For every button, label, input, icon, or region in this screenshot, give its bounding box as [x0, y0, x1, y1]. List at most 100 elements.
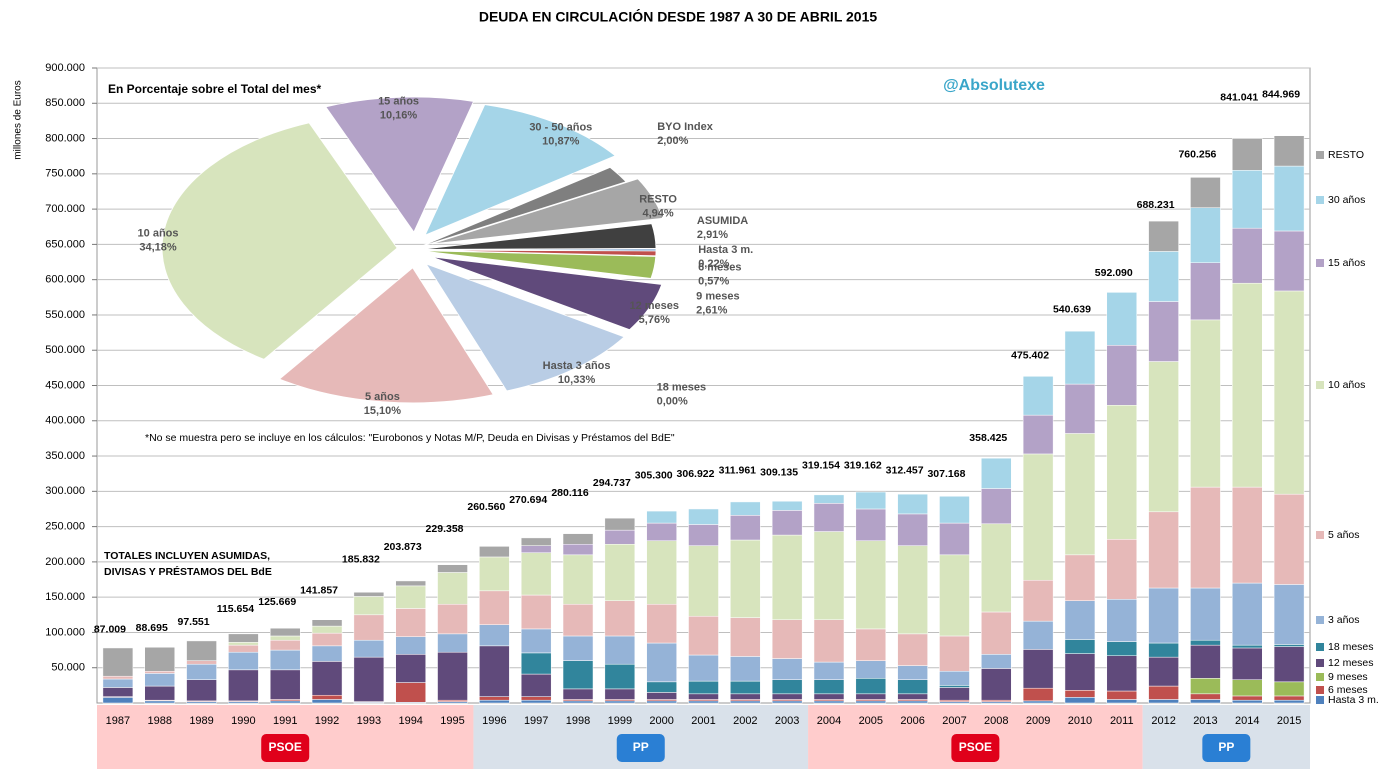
bar-segment: [144, 671, 175, 674]
bar-segment: [646, 700, 677, 704]
x-tick-label: 2009: [1026, 715, 1050, 727]
bar-segment: [1190, 177, 1221, 208]
bar-segment: [520, 652, 552, 675]
total-label: 319.162: [844, 460, 882, 472]
legend-swatch: [1316, 673, 1324, 681]
bar-segment: [1022, 414, 1054, 455]
pie-label: 10 años: [138, 228, 179, 240]
bar-segment: [1232, 282, 1263, 488]
bar-segment: [688, 524, 719, 546]
legend-label: 10 años: [1328, 379, 1365, 391]
bar-segment: [1148, 587, 1179, 644]
total-label: 280.116: [551, 487, 589, 499]
y-tick-label: 250.000: [45, 521, 85, 533]
bar-segment: [479, 696, 510, 701]
bar-segment: [562, 603, 594, 637]
x-tick-label: 2012: [1151, 715, 1175, 727]
bar-segment: [855, 491, 887, 510]
bar-segment: [939, 496, 970, 524]
y-tick-label: 100.000: [45, 626, 85, 638]
y-tick-label: 800.000: [45, 132, 85, 144]
pie-slice: [161, 122, 398, 360]
y-tick-label: 350.000: [45, 450, 85, 462]
total-label: 97.551: [178, 616, 210, 628]
bar-segment: [562, 660, 594, 690]
pie-slice: [425, 263, 625, 392]
bar-segment: [1022, 687, 1054, 702]
bar-segment: [897, 633, 928, 666]
total-label: 540.639: [1053, 303, 1091, 315]
pie-slice: [278, 267, 494, 404]
period-label: PSOE: [959, 740, 992, 754]
pie-label: 18 meses: [657, 381, 707, 393]
bar-segment: [855, 540, 887, 630]
bar-segment: [1273, 135, 1305, 167]
bar-segment: [562, 700, 594, 704]
bar-segment: [646, 692, 677, 700]
bar-segment: [102, 687, 134, 697]
bar-segment: [1106, 690, 1138, 700]
bar-segment: [1273, 165, 1305, 232]
pie-slice: [431, 178, 664, 245]
total-label: 115.654: [217, 603, 255, 615]
bar-segment: [102, 647, 134, 677]
bar-segment: [646, 642, 677, 683]
bar-segment: [479, 699, 510, 704]
total-label: 358.425: [969, 432, 1007, 444]
bar-segment: [1106, 641, 1138, 656]
bar-segment: [1190, 262, 1221, 321]
total-label: 294.737: [593, 477, 631, 489]
bar-segment: [730, 501, 761, 516]
legend-label: 6 meses: [1328, 684, 1368, 696]
x-tick-label: 2006: [900, 715, 924, 727]
bar-segment: [1232, 227, 1263, 284]
period-label: PP: [633, 740, 649, 754]
footnote: *No se muestra pero se incluye en los cá…: [145, 432, 675, 444]
watermark: @Absolutexe: [943, 77, 1045, 94]
bar-segment: [520, 673, 552, 697]
y-axis-label: millones de Euros: [13, 80, 24, 159]
bar-segment: [1064, 554, 1096, 601]
bar-segment: [981, 523, 1012, 613]
bar-segment: [771, 693, 803, 700]
legend-label: RESTO: [1328, 149, 1364, 161]
bar-segment: [1022, 620, 1054, 650]
bar-segment: [939, 671, 970, 686]
bar-segment: [562, 635, 594, 661]
bar-segment: [395, 585, 426, 609]
x-tick-label: 1999: [608, 715, 632, 727]
bar-segment: [1148, 220, 1179, 252]
bar-segment: [604, 635, 636, 665]
bar-segment: [520, 628, 552, 654]
bar-segment: [604, 529, 636, 545]
bar-segment: [1106, 655, 1138, 692]
bar-segment: [1232, 679, 1263, 697]
bar-segment: [1232, 699, 1263, 704]
bar-segment: [730, 680, 761, 695]
bar-segment: [1273, 699, 1305, 704]
bar-segment: [353, 596, 385, 616]
bar-segment: [813, 503, 845, 532]
bar-segment: [688, 545, 719, 617]
bar-segment: [479, 590, 510, 625]
legend-swatch: [1316, 151, 1324, 159]
bar-segment: [1106, 699, 1138, 704]
bar-segment: [102, 678, 134, 688]
pie-value-label: 34,18%: [139, 242, 177, 254]
total-label: 307.168: [927, 468, 965, 480]
bar-segment: [813, 679, 845, 695]
y-tick-label: 200.000: [45, 556, 85, 568]
x-tick-label: 1993: [357, 715, 381, 727]
bar-segment: [311, 661, 343, 696]
bar-segment: [855, 678, 887, 695]
total-label: 309.135: [760, 467, 798, 479]
bar-segment: [269, 669, 301, 700]
x-tick-label: 1995: [440, 715, 464, 727]
bar-segment: [1190, 207, 1221, 263]
bar-segment: [269, 627, 301, 637]
bar-segment: [228, 651, 259, 671]
total-label: 141.857: [300, 585, 338, 597]
bar-segment: [771, 700, 803, 704]
bar-segment: [1190, 639, 1221, 646]
y-tick-label: 650.000: [45, 238, 85, 250]
